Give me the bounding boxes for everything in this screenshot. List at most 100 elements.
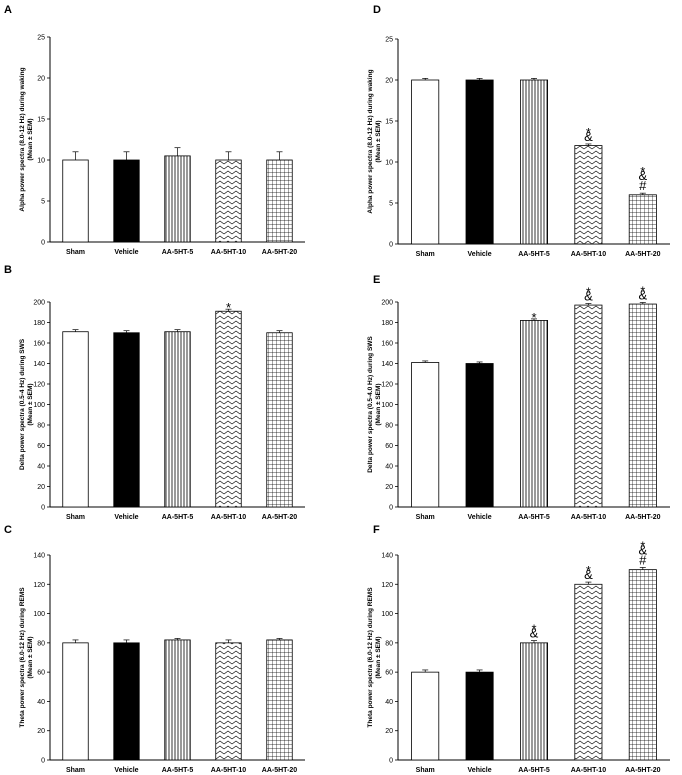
bar-aa-5ht-10 xyxy=(215,642,242,761)
y-tick-label: 20 xyxy=(37,76,45,83)
y-tick-label: 140 xyxy=(381,361,393,368)
y-tick-label: 20 xyxy=(37,728,45,735)
x-tick-label: AA-5HT-10 xyxy=(211,514,247,521)
bar-aa-5ht-20 xyxy=(266,639,293,761)
y-tick-label: 5 xyxy=(389,201,393,208)
y-tick-label: 200 xyxy=(33,300,45,307)
y-tick-label: 120 xyxy=(381,582,393,589)
y-tick-label: 60 xyxy=(37,670,45,677)
panel-b: B 0 20 40 60 80 100 120 140 160 180 200 Delta power … xyxy=(4,264,305,521)
y-axis-label: (Mean ± SEM) xyxy=(27,118,34,160)
x-tick-label: AA-5HT-5 xyxy=(518,251,550,258)
significance-marker: & xyxy=(638,288,647,303)
y-axis-label: Alpha power spectra (8.0-12 Hz) during w… xyxy=(19,67,26,211)
y-tick-label: 0 xyxy=(389,758,393,765)
y-axis-label: Theta power spectra (6.0-12 Hz) during R… xyxy=(367,587,374,728)
bar-vehicle xyxy=(113,642,140,761)
x-tick-label: AA-5HT-5 xyxy=(518,767,550,774)
y-tick-label: 60 xyxy=(385,670,393,677)
x-tick-label: Vehicle xyxy=(114,514,138,521)
x-tick-label: AA-5HT-10 xyxy=(211,249,247,256)
y-tick-label: 80 xyxy=(385,423,393,430)
bar-aa-5ht-20 xyxy=(266,159,293,243)
x-tick-label: AA-5HT-20 xyxy=(262,767,298,774)
y-tick-label: 120 xyxy=(381,382,393,389)
y-tick-label: 10 xyxy=(385,160,393,167)
bar-aa-5ht-20 xyxy=(266,332,293,508)
x-tick-label: Vehicle xyxy=(468,514,492,521)
bar-vehicle xyxy=(465,363,494,508)
x-tick-label: Vehicle xyxy=(114,249,138,256)
y-tick-label: 140 xyxy=(381,553,393,560)
y-tick-label: 100 xyxy=(33,611,45,618)
x-tick-label: Sham xyxy=(416,767,435,774)
significance-marker: * xyxy=(531,310,536,325)
y-axis-label: (Mean ± SEM) xyxy=(375,120,382,162)
x-tick-label: Sham xyxy=(416,514,435,521)
y-tick-label: 180 xyxy=(33,320,45,327)
bar-vehicle xyxy=(465,79,494,245)
x-tick-label: AA-5HT-5 xyxy=(162,767,194,774)
x-tick-label: AA-5HT-5 xyxy=(162,514,194,521)
y-tick-label: 25 xyxy=(385,37,393,44)
y-tick-label: 60 xyxy=(385,443,393,450)
y-tick-label: 160 xyxy=(33,341,45,348)
significance-marker: & xyxy=(638,168,647,183)
bar-vehicle xyxy=(113,332,140,508)
y-tick-label: 20 xyxy=(385,484,393,491)
y-axis-label: (Mean ± SEM) xyxy=(27,383,34,425)
y-axis-label: (Mean ± SEM) xyxy=(375,636,382,678)
y-axis-label: (Mean ± SEM) xyxy=(375,383,382,425)
y-tick-label: 25 xyxy=(37,35,45,42)
bar-aa-5ht-20 xyxy=(628,194,657,245)
x-tick-label: AA-5HT-5 xyxy=(162,249,194,256)
x-tick-label: Sham xyxy=(416,251,435,258)
y-axis-label: Alpha power spectra (8.0-12 Hz) during w… xyxy=(367,69,374,213)
y-tick-label: 80 xyxy=(385,640,393,647)
bar-aa-5ht-10 xyxy=(574,304,603,508)
panel-e: E 0 20 40 60 80 100 120 140 160 180 200 Delta power … xyxy=(367,274,670,521)
x-tick-label: Sham xyxy=(66,249,85,256)
bar-vehicle xyxy=(465,671,494,761)
significance-marker: * xyxy=(640,164,645,179)
x-tick-label: AA-5HT-10 xyxy=(571,514,607,521)
y-tick-label: 0 xyxy=(41,758,45,765)
significance-marker: * xyxy=(226,300,231,315)
bar-vehicle xyxy=(113,159,140,243)
significance-marker: * xyxy=(640,284,645,299)
bar-aa-5ht-5 xyxy=(164,155,191,243)
panel-letter: D xyxy=(373,4,381,16)
bar-aa-5ht-20 xyxy=(628,569,657,761)
significance-marker: & xyxy=(638,542,647,557)
panel-f: F 0 20 40 60 80 100 120 140 Theta power spectra (… xyxy=(367,524,670,774)
y-tick-label: 140 xyxy=(33,361,45,368)
x-tick-label: AA-5HT-10 xyxy=(211,767,247,774)
y-axis-label: (Mean ± SEM) xyxy=(27,636,34,678)
bar-aa-5ht-5 xyxy=(520,642,549,761)
y-tick-label: 40 xyxy=(37,699,45,706)
y-tick-label: 0 xyxy=(41,505,45,512)
y-axis-label: Delta power spectra (0.5-4.0 Hz) during … xyxy=(367,336,374,473)
bar-aa-5ht-10 xyxy=(574,145,603,245)
y-tick-label: 20 xyxy=(385,78,393,85)
y-tick-label: 80 xyxy=(37,640,45,647)
y-tick-label: 0 xyxy=(389,242,393,249)
significance-marker: * xyxy=(586,285,591,300)
x-tick-label: Vehicle xyxy=(468,251,492,258)
bar-aa-5ht-10 xyxy=(574,583,603,761)
panel-letter: A xyxy=(4,4,12,16)
y-tick-label: 100 xyxy=(381,402,393,409)
y-tick-label: 200 xyxy=(381,300,393,307)
bar-aa-5ht-10 xyxy=(215,310,242,508)
bar-sham xyxy=(411,362,440,508)
y-tick-label: 40 xyxy=(385,699,393,706)
x-tick-label: AA-5HT-10 xyxy=(571,767,607,774)
y-tick-label: 80 xyxy=(37,423,45,430)
bar-aa-5ht-5 xyxy=(520,79,549,245)
y-tick-label: 100 xyxy=(381,611,393,618)
y-tick-label: 15 xyxy=(385,119,393,126)
significance-marker: * xyxy=(586,125,591,140)
x-tick-label: Vehicle xyxy=(114,767,138,774)
x-tick-label: Sham xyxy=(66,514,85,521)
